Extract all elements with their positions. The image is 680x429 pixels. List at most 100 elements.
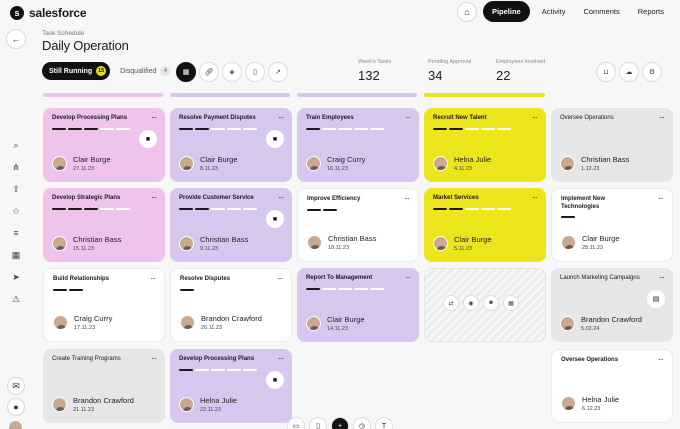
export-icon[interactable]: ↗ — [268, 62, 288, 82]
more-options-icon[interactable]: ··· — [659, 273, 665, 282]
more-options-icon[interactable]: ··· — [278, 113, 284, 122]
star-icon[interactable]: ☆ — [11, 205, 21, 216]
task-card[interactable]: Create Training Programs ··· Brandon Cra… — [43, 349, 165, 423]
more-options-icon[interactable]: ··· — [658, 194, 664, 203]
view-icon[interactable]: ◉ — [463, 295, 479, 311]
user-avatar[interactable] — [8, 420, 23, 429]
task-title: Launch Marketing Campaigns — [560, 275, 640, 281]
nav-reports[interactable]: Reports — [637, 7, 664, 16]
share-icon[interactable]: ⋔ — [12, 161, 20, 172]
more-options-icon[interactable]: ··· — [405, 113, 411, 122]
calendar-icon[interactable]: ▦ — [503, 295, 519, 311]
calendar-icon[interactable]: ▦ — [11, 249, 21, 260]
nav-activity[interactable]: Activity — [541, 7, 566, 16]
progress-bar — [307, 208, 409, 211]
assignee-name: Helna Julie — [582, 395, 620, 404]
assignee-name: Christian Bass — [73, 235, 122, 244]
nav-comments[interactable]: Comments — [583, 7, 620, 16]
task-card[interactable]: Develop Processing Plans ··· ■ Helna Jul… — [170, 349, 292, 423]
avatar — [561, 396, 576, 411]
bookmark-icon[interactable]: ■ — [266, 130, 284, 148]
due-date: 15.11.23 — [73, 246, 95, 252]
task-card[interactable]: Report To Management ··· Clair Burge 14.… — [297, 268, 419, 342]
avatar — [53, 315, 68, 330]
settings-icon[interactable]: ⚙ — [642, 62, 662, 82]
more-options-icon[interactable]: ··· — [532, 113, 538, 122]
stat-label: Pending Approval — [428, 59, 472, 65]
progress-segment — [211, 207, 225, 210]
progress-segment — [101, 288, 115, 291]
task-card[interactable]: Market Services ··· Clair Burge 5.11.23 — [424, 188, 546, 262]
text-icon[interactable]: T — [375, 417, 393, 429]
more-options-icon[interactable]: ··· — [659, 113, 665, 122]
progress-segment — [322, 127, 336, 130]
nav-pipeline[interactable]: Pipeline — [482, 1, 530, 22]
logo[interactable]: s salesforce — [10, 6, 87, 20]
grid-view-icon[interactable]: ▦ — [176, 62, 196, 82]
cloud-icon[interactable]: ☁ — [619, 62, 639, 82]
back-arrow-icon[interactable]: ← — [6, 29, 26, 49]
task-card[interactable]: Develop Processing Plans ··· ■ Clair Bur… — [43, 108, 165, 182]
home-icon[interactable]: ⌂ — [456, 1, 477, 22]
link-icon[interactable]: 🔗︎ — [199, 62, 219, 82]
more-options-icon[interactable]: ··· — [278, 354, 284, 363]
database-icon[interactable]: ≡ — [13, 228, 19, 238]
more-options-icon[interactable]: ··· — [532, 193, 538, 202]
users-icon[interactable]: ☻ — [483, 295, 499, 311]
upload-icon[interactable]: ⇪ — [12, 183, 20, 194]
task-title: Resolve Disputes — [180, 276, 231, 282]
add-icon[interactable]: + — [331, 417, 349, 429]
more-options-icon[interactable]: ··· — [658, 355, 664, 364]
more-options-icon[interactable]: ··· — [151, 354, 157, 363]
more-options-icon[interactable]: ··· — [151, 193, 157, 202]
timer-icon[interactable]: ◷ — [353, 417, 371, 429]
notification-icon[interactable]: ● — [7, 398, 25, 416]
task-card[interactable]: Recruit New Talent ··· Helna Julie 4.11.… — [424, 108, 546, 182]
mail-icon[interactable]: ✉ — [7, 377, 25, 395]
tab-still-running[interactable]: Still Running 15 — [42, 62, 111, 80]
task-card[interactable]: Launch Marketing Campaigns ··· Brandon C… — [551, 268, 673, 342]
task-card[interactable]: Train Employees ··· Craig Curry 16.11.23 — [297, 108, 419, 182]
more-options-icon[interactable]: ··· — [150, 274, 156, 283]
inbox-icon[interactable]: ⊔ — [596, 62, 616, 82]
progress-segment — [323, 208, 337, 211]
send-icon[interactable]: ➤ — [12, 271, 20, 282]
task-card[interactable]: Implement New Technologies ··· Clair Bur… — [551, 188, 673, 262]
task-card[interactable]: Build Relationships ··· Craig Curry 17.1… — [43, 268, 165, 342]
task-card[interactable]: Resolve Disputes ··· Brandon Crawford 20… — [170, 268, 292, 342]
more-options-icon[interactable]: ··· — [405, 273, 411, 282]
tab-disqualified[interactable]: Disqualified 4 — [114, 62, 176, 80]
more-options-icon[interactable]: ··· — [151, 113, 157, 122]
bookmark-icon[interactable]: ■ — [266, 371, 284, 389]
folder-icon[interactable]: ▭ — [287, 417, 305, 429]
task-card[interactable]: Oversee Operations ··· Helna Julie 6.12.… — [551, 349, 673, 423]
task-card[interactable]: Resolve Payment Disputes ··· ■ Clair Bur… — [170, 108, 292, 182]
progress-segment — [322, 287, 336, 290]
empty-slot[interactable]: ⇄ ◉ ☻ ▦ — [424, 268, 546, 342]
task-card[interactable]: Oversee Operations ··· Christian Bass 1.… — [551, 108, 673, 182]
more-options-icon[interactable]: ··· — [277, 274, 283, 283]
avatar — [306, 156, 321, 171]
avatar — [561, 235, 576, 250]
swap-icon[interactable]: ⇄ — [443, 295, 459, 311]
progress-segment — [481, 127, 495, 130]
file-icon[interactable]: ▯ — [309, 417, 327, 429]
progress-bar — [180, 288, 282, 291]
task-card[interactable]: Provide Customer Service ··· ■ Christian… — [170, 188, 292, 262]
task-title: Provide Customer Service — [179, 195, 254, 201]
progress-segment — [481, 207, 495, 210]
more-options-icon[interactable]: ··· — [278, 193, 284, 202]
bookmark-icon[interactable]: ■ — [266, 210, 284, 228]
alert-icon[interactable]: ⚠ — [11, 293, 21, 304]
more-options-icon[interactable]: ··· — [404, 194, 410, 203]
bookmark-icon[interactable]: ▯ — [245, 62, 265, 82]
task-card[interactable]: Improve Efficiency ··· Christian Bass 10… — [297, 188, 419, 262]
task-card[interactable]: Develop Strategic Plans ··· Christian Ba… — [43, 188, 165, 262]
document-icon[interactable]: ▤ — [647, 290, 665, 308]
stat-value: 132 — [358, 68, 380, 83]
bookmark-icon[interactable]: ■ — [139, 130, 157, 148]
due-date: 9.11.23 — [200, 246, 218, 252]
progress-segment — [370, 287, 384, 290]
tag-icon[interactable]: ◈ — [222, 62, 242, 82]
search-icon[interactable]: ⌕ — [13, 139, 19, 150]
